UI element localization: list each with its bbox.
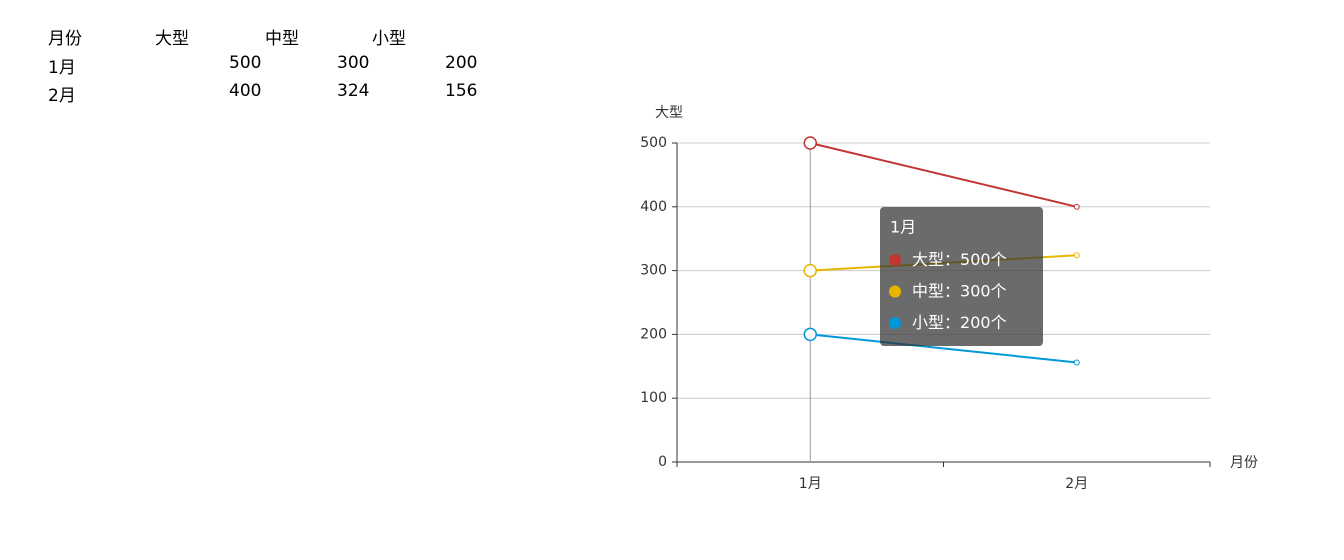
table-cell: 300 xyxy=(337,53,370,73)
y-tick-label: 100 xyxy=(640,390,667,406)
table-cell: 324 xyxy=(337,81,370,101)
table-cell: 500 xyxy=(229,53,262,73)
data-point xyxy=(803,136,817,150)
table-cell: 400 xyxy=(229,81,262,101)
table-cell: 156 xyxy=(445,81,478,101)
data-point xyxy=(803,263,817,278)
table-header: 小型 xyxy=(372,29,406,49)
tooltip-item: 大型：500个 xyxy=(912,250,1007,269)
x-axis-label: 月份 xyxy=(1230,455,1258,471)
data-point xyxy=(1073,203,1080,210)
tooltip-value: 300 xyxy=(960,281,991,300)
table-cell: 200 xyxy=(445,53,478,73)
y-tick-label: 400 xyxy=(640,199,667,215)
table-header: 月份 xyxy=(48,29,82,49)
tooltip-title: 1月 xyxy=(890,218,916,237)
table-cell: 2月 xyxy=(48,86,76,106)
series-line xyxy=(810,333,1077,364)
table-header: 大型 xyxy=(155,29,189,49)
tooltip-series-name: 中型 xyxy=(912,281,944,300)
tooltip-box xyxy=(880,207,1043,346)
y-tick-label: 200 xyxy=(640,326,667,342)
tooltip-unit: 个 xyxy=(991,281,1007,300)
tooltip-marker xyxy=(889,254,901,266)
tooltip-series-name: 大型 xyxy=(912,250,944,269)
tooltip-value: 500 xyxy=(960,250,991,269)
tooltip-marker xyxy=(889,317,901,329)
data-point xyxy=(1073,252,1080,259)
data-point xyxy=(803,327,817,342)
tooltip-unit: 个 xyxy=(991,250,1007,269)
tooltip-separator: ： xyxy=(944,313,960,332)
tooltip-item: 中型：300个 xyxy=(912,281,1007,300)
x-tick-label: 1月 xyxy=(799,476,822,492)
tooltip-separator: ： xyxy=(944,250,960,269)
tooltip-series-name: 小型 xyxy=(912,313,944,332)
x-tick-label: 2月 xyxy=(1065,476,1088,492)
series-line xyxy=(810,142,1077,208)
data-point xyxy=(1073,359,1080,366)
tooltip-separator: ： xyxy=(944,281,960,300)
tooltip-unit: 个 xyxy=(991,313,1007,332)
table-header: 中型 xyxy=(265,29,299,49)
y-tick-label: 300 xyxy=(640,263,667,279)
table-cell: 1月 xyxy=(48,58,76,78)
y-axis-label: 大型 xyxy=(655,105,683,121)
y-tick-label: 0 xyxy=(658,454,667,470)
y-tick-label: 500 xyxy=(640,135,667,151)
tooltip-item: 小型：200个 xyxy=(912,313,1007,332)
tooltip-value: 200 xyxy=(960,313,991,332)
tooltip-marker xyxy=(889,285,901,298)
